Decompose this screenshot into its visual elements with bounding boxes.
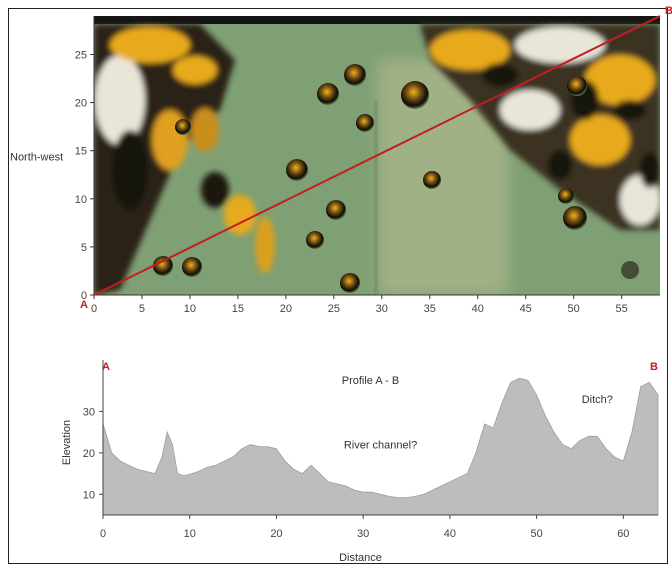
profile-title: Profile A - B	[342, 375, 399, 387]
profile-x-axis-label: Distance	[339, 552, 382, 564]
map-x-tick-label: 35	[424, 303, 436, 315]
map-x-tick-label: 0	[91, 303, 97, 315]
profile-x-tick-label: 30	[357, 528, 369, 540]
profile-label-a: A	[102, 361, 110, 373]
annotation-ditch: Ditch?	[582, 394, 613, 406]
profile-label-b: B	[650, 361, 658, 373]
map-y-axis-label: North-west	[10, 151, 63, 163]
profile-x-tick-label: 0	[100, 528, 106, 540]
profile-area	[102, 377, 659, 516]
map-x-tick-label: 15	[232, 303, 244, 315]
profile-x-tick-label: 50	[530, 528, 542, 540]
map-label-b: B	[665, 5, 672, 17]
map-y-tick-label: 10	[75, 194, 87, 206]
profile-y-tick-label: 30	[83, 406, 95, 418]
map-y-tick-label: 20	[75, 98, 87, 110]
map-x-tick-label: 40	[472, 303, 484, 315]
map-x-tick-label: 45	[520, 303, 532, 315]
map-knolls	[153, 64, 639, 293]
map-x-tick-label: 5	[139, 303, 145, 315]
map-label-a: A	[80, 299, 88, 311]
map-x-tick-label: 10	[184, 303, 196, 315]
map-linear-feature	[374, 100, 378, 295]
map-left-terrain	[94, 24, 275, 295]
map-x-tick-label: 30	[376, 303, 388, 315]
map-x-tick-label: 55	[616, 303, 628, 315]
profile-x-tick-label: 20	[270, 528, 282, 540]
map-x-tick-label: 50	[568, 303, 580, 315]
map-y-tick-label: 15	[75, 146, 87, 158]
map-right-terrain	[420, 24, 660, 230]
profile-y-tick-label: 20	[83, 448, 95, 460]
map-axes: 0 5 10 15 20 25 30 35 40 45 50 55 0 5 10 15 20 25	[75, 16, 660, 315]
transect-line	[93, 15, 661, 296]
profile-y-tick-label: 10	[83, 489, 95, 501]
map-y-tick-label: 0	[81, 290, 87, 302]
map-top-edge	[94, 16, 660, 24]
profile-x-tick-label: 10	[184, 528, 196, 540]
map-y-tick-label: 5	[81, 242, 87, 254]
map-y-tick-label: 25	[75, 49, 87, 61]
annotation-river-channel: River channel?	[344, 440, 417, 452]
profile-x-tick-label: 40	[444, 528, 456, 540]
profile-axes: 0 10 20 30 40 50 60 10 20 30	[83, 360, 658, 540]
profile-x-tick-label: 60	[617, 528, 629, 540]
map-x-tick-label: 20	[280, 303, 292, 315]
map-x-tick-label: 25	[328, 303, 340, 315]
profile-y-axis-label: Elevation	[61, 420, 73, 465]
